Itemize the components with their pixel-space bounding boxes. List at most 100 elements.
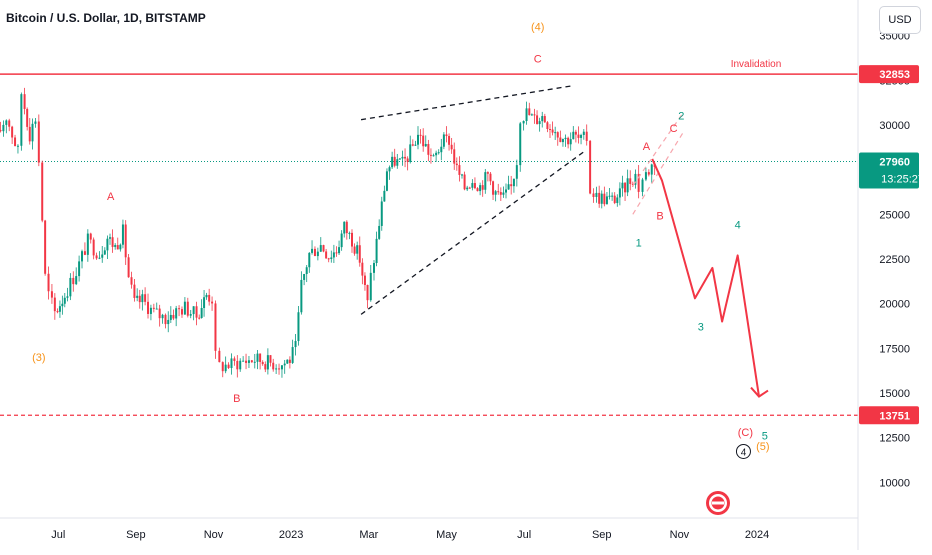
candle-body — [338, 247, 341, 254]
candle-body — [218, 350, 221, 363]
candle-body — [345, 221, 348, 234]
candle-body — [283, 363, 286, 366]
candle-body — [525, 108, 528, 122]
candle-body — [31, 123, 34, 142]
candle-body — [461, 174, 463, 176]
candle-body — [149, 307, 152, 314]
candle-body — [592, 193, 595, 197]
candle-body — [103, 250, 106, 255]
x-tick-label: Sep — [592, 529, 612, 541]
last-price-badge-value: 27960 — [879, 156, 910, 168]
candle-body — [455, 163, 458, 166]
candle-body — [200, 308, 203, 318]
candle-body — [230, 358, 233, 369]
price-axis-panel[interactable] — [858, 0, 932, 550]
candle-body — [351, 232, 353, 247]
candle-body — [463, 174, 466, 190]
candle-body — [286, 359, 289, 364]
wave-label: A — [107, 191, 115, 203]
candle-body — [626, 178, 629, 193]
candle-body — [486, 172, 489, 174]
candle-body — [300, 279, 303, 313]
candle-body — [291, 347, 294, 363]
candle-body — [458, 165, 461, 175]
candle-body — [398, 158, 401, 160]
candle-body — [466, 187, 469, 190]
candle-body — [616, 197, 619, 204]
projection-arrowhead — [750, 386, 769, 398]
y-tick-label: 25000 — [879, 209, 910, 221]
candle-body — [335, 252, 338, 254]
candle-body — [133, 284, 136, 298]
candle-body — [63, 297, 66, 304]
candle-body — [322, 245, 325, 252]
candle-body — [476, 188, 479, 192]
tradingview-logo — [706, 491, 730, 515]
y-tick-label: 12500 — [879, 433, 910, 445]
wave-label: B — [233, 393, 240, 405]
candle-body — [158, 308, 161, 319]
candle-body — [497, 191, 500, 193]
wave-label: (C) — [738, 427, 753, 439]
candle-body — [20, 94, 23, 146]
candle-body — [358, 245, 361, 263]
candle-body — [330, 257, 333, 259]
candle-body — [353, 246, 356, 254]
candle-body — [124, 224, 127, 258]
candle-body — [8, 120, 11, 127]
candle-body — [505, 189, 507, 193]
candle-body — [468, 187, 471, 189]
wave-label: 1 — [636, 237, 642, 249]
candle-body — [401, 156, 404, 159]
candle-body — [494, 191, 497, 195]
candle-body — [519, 123, 522, 166]
candle-body — [178, 308, 181, 310]
candle-body — [114, 245, 117, 247]
candle-body — [515, 165, 518, 179]
candles-layer — [0, 87, 656, 378]
candle-body — [453, 149, 456, 164]
candle-body — [121, 224, 124, 245]
candle-body — [577, 134, 580, 138]
candle-body — [183, 301, 186, 315]
candle-body — [471, 183, 474, 188]
candle-body — [484, 172, 487, 190]
currency-button[interactable]: USD — [879, 6, 921, 34]
candle-body — [492, 181, 495, 195]
candle-body — [316, 251, 319, 257]
candle-body — [414, 144, 417, 146]
wave-label: B — [656, 211, 663, 223]
candle-body — [86, 233, 89, 255]
candle-body — [621, 182, 624, 189]
candle-body — [130, 277, 133, 285]
candle-body — [650, 164, 653, 175]
candle-body — [343, 221, 346, 234]
candle-body — [507, 184, 510, 190]
candle-body — [427, 143, 430, 155]
channel-line — [632, 112, 684, 187]
candle-body — [388, 167, 391, 172]
candle-body — [169, 314, 172, 320]
candle-body — [409, 144, 412, 162]
candle-body — [98, 257, 101, 259]
candle-body — [53, 297, 56, 312]
candle-body — [340, 233, 343, 248]
candle-body — [440, 146, 443, 153]
candle-body — [551, 129, 554, 133]
candle-body — [92, 239, 95, 256]
candle-body — [259, 353, 262, 362]
candle-body — [502, 192, 505, 195]
candle-body — [448, 136, 451, 145]
candle-body — [72, 277, 75, 285]
candle-body — [16, 145, 19, 147]
candle-body — [261, 361, 264, 365]
candle-body — [332, 252, 335, 258]
candle-body — [180, 309, 183, 315]
candle-body — [37, 121, 40, 163]
candle-body — [81, 251, 84, 262]
candle-body — [11, 126, 14, 138]
candle-body — [613, 195, 616, 204]
